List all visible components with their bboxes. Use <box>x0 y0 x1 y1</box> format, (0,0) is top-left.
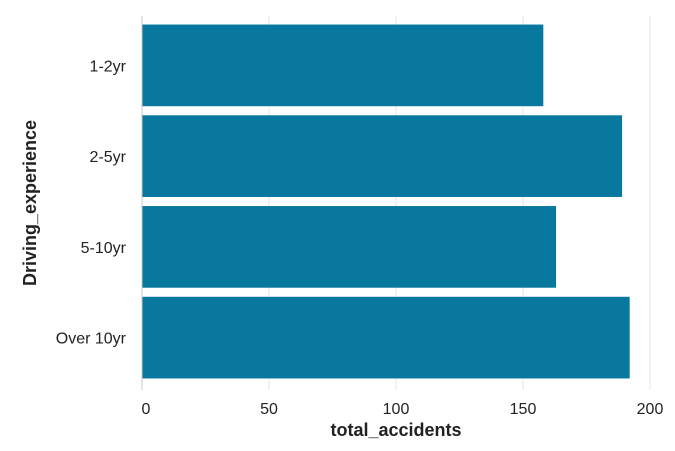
x-tick-label-50: 50 <box>260 401 278 418</box>
bars <box>142 24 630 379</box>
y-tick-label-5-10yr: 5-10yr <box>81 240 127 257</box>
bar-over-10yr <box>142 296 630 379</box>
bar-1-2yr <box>142 24 544 107</box>
y-tick-label-2-5yr: 2-5yr <box>90 149 127 166</box>
x-tick-label-200: 200 <box>637 401 664 418</box>
y-axis-ticks: 1-2yr 2-5yr 5-10yr Over 10yr <box>56 58 127 347</box>
bar-5-10yr <box>142 206 557 288</box>
y-tick-label-1-2yr: 1-2yr <box>90 58 127 75</box>
x-tick-label-150: 150 <box>510 401 537 418</box>
x-tick-label-0: 0 <box>142 401 151 418</box>
x-axis-title: total_accidents <box>330 420 461 440</box>
bar-2-5yr <box>142 115 623 197</box>
x-tick-label-100: 100 <box>383 401 410 418</box>
x-axis-ticks: 0 50 100 150 200 <box>142 401 664 418</box>
y-axis-title: Driving_experience <box>20 120 40 286</box>
y-tick-label-over-10yr: Over 10yr <box>56 331 127 348</box>
